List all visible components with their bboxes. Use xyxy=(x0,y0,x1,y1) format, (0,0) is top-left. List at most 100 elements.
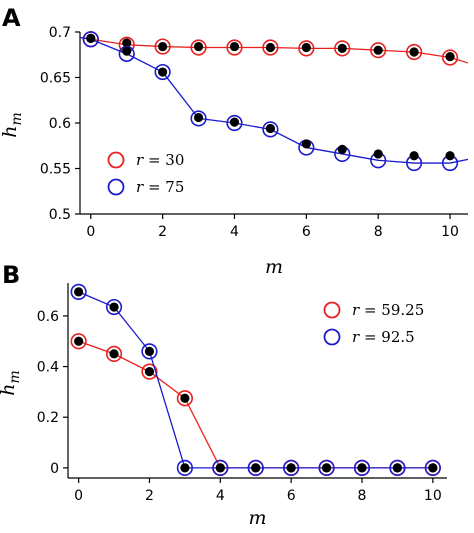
simulated-point xyxy=(265,123,276,134)
simulated-point xyxy=(251,463,261,473)
simulated-point xyxy=(373,45,383,55)
legend: r = 59.25r = 92.5 xyxy=(323,301,424,346)
simulated-point xyxy=(229,117,240,127)
legend-marker xyxy=(323,328,341,346)
x-tick-label: 8 xyxy=(358,488,367,504)
x-tick-label: 2 xyxy=(145,488,154,504)
open-circle-point xyxy=(334,40,351,57)
y-tick-label: 0 xyxy=(50,461,59,477)
y-tick-label: 0.2 xyxy=(37,410,59,426)
simulated-point xyxy=(193,41,204,52)
simulated-point xyxy=(301,42,311,53)
open-circle-point xyxy=(190,110,207,127)
simulated-point xyxy=(265,42,276,53)
simulated-point xyxy=(144,367,155,377)
series-line xyxy=(79,36,469,164)
x-tick-label: 4 xyxy=(230,224,239,240)
open-circle-point xyxy=(226,39,243,56)
open-circle-point xyxy=(70,283,87,300)
legend-label: r = 92.5 xyxy=(352,328,415,346)
series-r-30 xyxy=(79,31,469,66)
legend-marker xyxy=(323,301,341,319)
open-circle-point xyxy=(141,343,158,360)
simulated-point xyxy=(337,144,347,154)
open-circle-point xyxy=(247,459,264,476)
x-tick-label: 6 xyxy=(287,488,296,504)
simulated-point xyxy=(337,43,347,53)
x-tick-label: 2 xyxy=(158,224,167,240)
legend-symbol: r xyxy=(136,151,148,169)
y-tick-label: 0.7 xyxy=(49,25,71,41)
panel-letter-a: A xyxy=(2,4,21,32)
simulated-point xyxy=(409,151,419,161)
simulated-point xyxy=(109,302,119,312)
simulated-point xyxy=(86,33,96,43)
legend-item-r-92-5: r = 92.5 xyxy=(323,328,415,346)
simulated-point xyxy=(373,149,383,159)
legend-symbol: r xyxy=(352,328,364,346)
simulated-point xyxy=(193,112,204,123)
open-circle-point xyxy=(176,459,193,476)
open-circle-point xyxy=(318,459,335,476)
simulated-point xyxy=(392,463,403,473)
open-circle-point xyxy=(441,49,459,66)
x-tick-label: 6 xyxy=(302,224,311,240)
x-tick-label: 10 xyxy=(441,224,459,240)
open-circle-point xyxy=(353,459,371,476)
legend-symbol: r xyxy=(352,301,364,319)
simulated-point xyxy=(428,463,438,473)
y-axis-label-subscript: m xyxy=(9,112,25,125)
open-circle-point xyxy=(105,298,123,316)
y-tick-label: 0.65 xyxy=(40,71,71,87)
simulated-point xyxy=(122,46,132,56)
simulated-point xyxy=(301,139,311,149)
y-tick-label: 0.6 xyxy=(37,309,59,325)
y-tick-label: 0.5 xyxy=(49,207,71,223)
open-circle-point xyxy=(154,38,171,55)
simulated-point xyxy=(109,349,119,359)
open-circle-point xyxy=(298,40,315,57)
open-circle-point xyxy=(370,42,387,59)
legend-item-r-59-25: r = 59.25 xyxy=(323,301,424,319)
legend-value: = 30 xyxy=(148,151,184,169)
open-circle-point xyxy=(262,121,279,138)
x-tick-label: 0 xyxy=(74,488,83,504)
x-tick-label: 0 xyxy=(86,224,95,240)
simulated-point xyxy=(286,463,296,473)
open-circle-point xyxy=(212,459,229,476)
legend-label: r = 30 xyxy=(136,151,184,169)
open-circle-point xyxy=(424,459,441,476)
y-tick-label: 0.6 xyxy=(49,116,71,132)
x-tick-label: 10 xyxy=(424,488,442,504)
legend-item-r-75: r = 75 xyxy=(107,178,184,196)
legend-label: r = 59.25 xyxy=(352,301,424,319)
open-circle-point xyxy=(154,63,171,81)
legend-value: = 75 xyxy=(148,178,184,196)
open-circle-point xyxy=(406,43,423,61)
legend-label: r = 75 xyxy=(136,178,184,196)
open-circle-point xyxy=(176,390,193,407)
series-line xyxy=(78,340,433,469)
legend-marker xyxy=(107,178,125,196)
y-axis-label: hm xyxy=(0,370,23,396)
simulated-point xyxy=(321,463,332,473)
panel-letter-b: B xyxy=(2,261,20,289)
open-circle-point xyxy=(141,363,158,380)
simulated-point xyxy=(158,67,168,77)
simulated-point xyxy=(409,47,419,57)
simulated-point xyxy=(445,51,455,62)
simulated-point xyxy=(74,287,84,297)
y-axis-label: hm xyxy=(0,112,25,138)
open-circle-point xyxy=(82,31,99,48)
y-axis-label-subscript: m xyxy=(7,370,23,383)
x-axis-label: m xyxy=(248,507,266,529)
open-circle-point xyxy=(226,114,243,132)
legend-value: = 92.5 xyxy=(364,328,415,346)
series-r-92-5 xyxy=(70,283,441,476)
simulated-point xyxy=(122,38,132,48)
open-circle-point xyxy=(190,39,207,56)
simulated-point xyxy=(229,41,240,52)
